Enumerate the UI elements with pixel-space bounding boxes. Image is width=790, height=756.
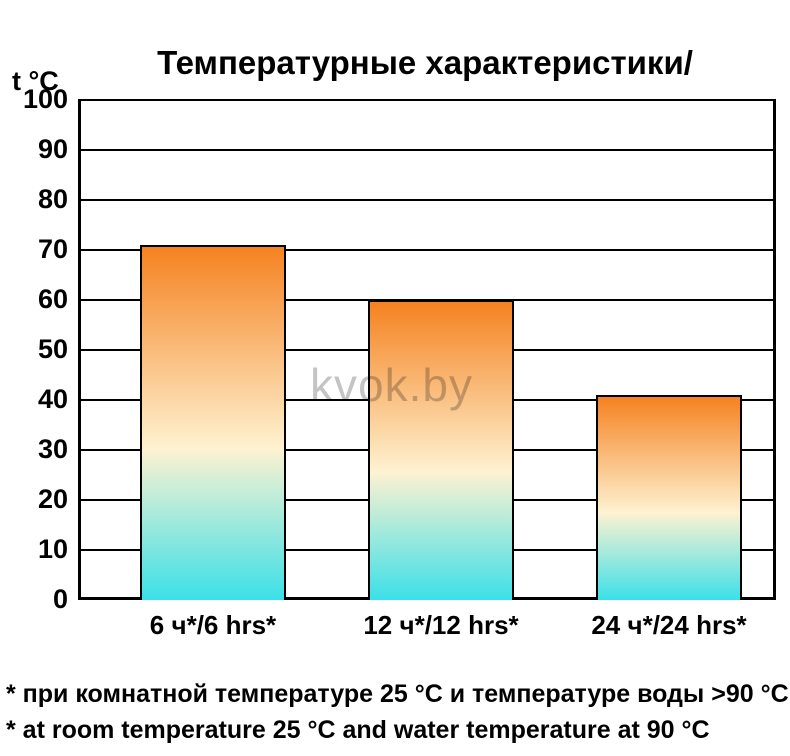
x-tick-label: 6 ч*/6 hrs* [103, 610, 323, 641]
title-line-1: Температурные характеристики/ [157, 44, 693, 81]
y-tick-label: 90 [8, 134, 68, 165]
y-tick-label: 60 [8, 284, 68, 315]
chart-plot-area [78, 100, 776, 600]
footnote-line-1: * при комнатной температуре 25 °C и темп… [6, 680, 789, 709]
grid-line [78, 99, 776, 101]
y-tick-label: 10 [8, 534, 68, 565]
footnote-line-2: * at room temperature 25 °C and water te… [6, 716, 710, 745]
x-tick-label: 24 ч*/24 hrs* [559, 610, 779, 641]
y-tick-label: 70 [8, 234, 68, 265]
grid-line [78, 199, 776, 201]
bar [140, 245, 286, 600]
y-tick-label: 0 [8, 584, 68, 615]
bar [368, 300, 514, 600]
x-tick-label: 12 ч*/12 hrs* [331, 610, 551, 641]
y-tick-label: 80 [8, 184, 68, 215]
y-tick-label: 50 [8, 334, 68, 365]
y-tick-label: 20 [8, 484, 68, 515]
y-tick-label: 40 [8, 384, 68, 415]
grid-line [78, 149, 776, 151]
bar [596, 395, 742, 600]
y-tick-label: 100 [8, 84, 68, 115]
y-tick-label: 30 [8, 434, 68, 465]
